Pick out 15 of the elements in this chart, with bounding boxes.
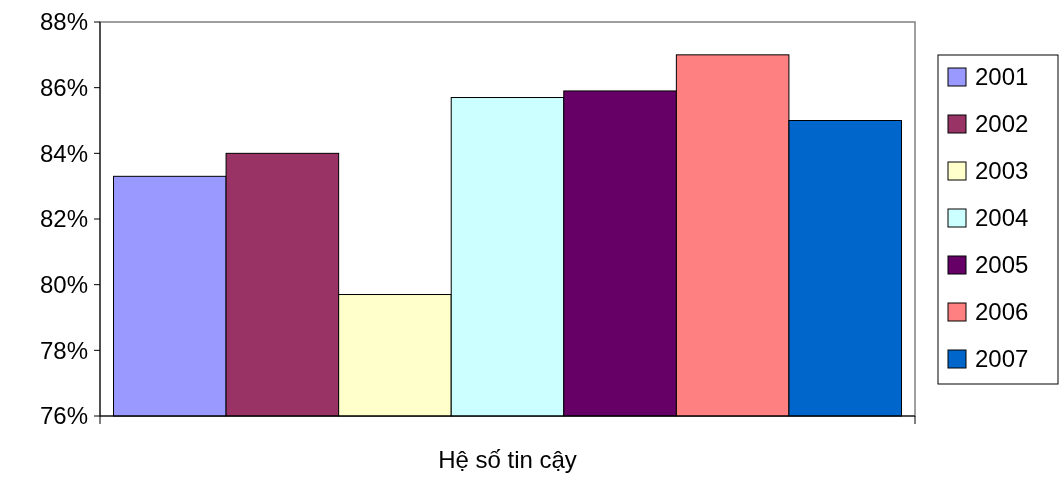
legend-label: 2003	[975, 157, 1029, 185]
legend-label: 2004	[975, 204, 1029, 232]
y-tick-label: 80%	[39, 271, 88, 299]
y-tick-label: 78%	[39, 336, 88, 364]
legend-label: 2006	[975, 298, 1029, 326]
y-tick-label: 76%	[39, 402, 88, 430]
legend-label: 2001	[975, 63, 1029, 91]
y-tick-label: 84%	[39, 139, 88, 167]
y-tick-label: 82%	[39, 205, 88, 233]
x-tick-label: Hệ số tin cậy	[438, 446, 577, 473]
legend-label: 2007	[975, 345, 1029, 373]
legend-label: 2005	[975, 251, 1029, 279]
y-tick-label: 88%	[39, 8, 88, 36]
legend-label: 2002	[975, 110, 1029, 138]
y-tick-label: 86%	[39, 74, 88, 102]
